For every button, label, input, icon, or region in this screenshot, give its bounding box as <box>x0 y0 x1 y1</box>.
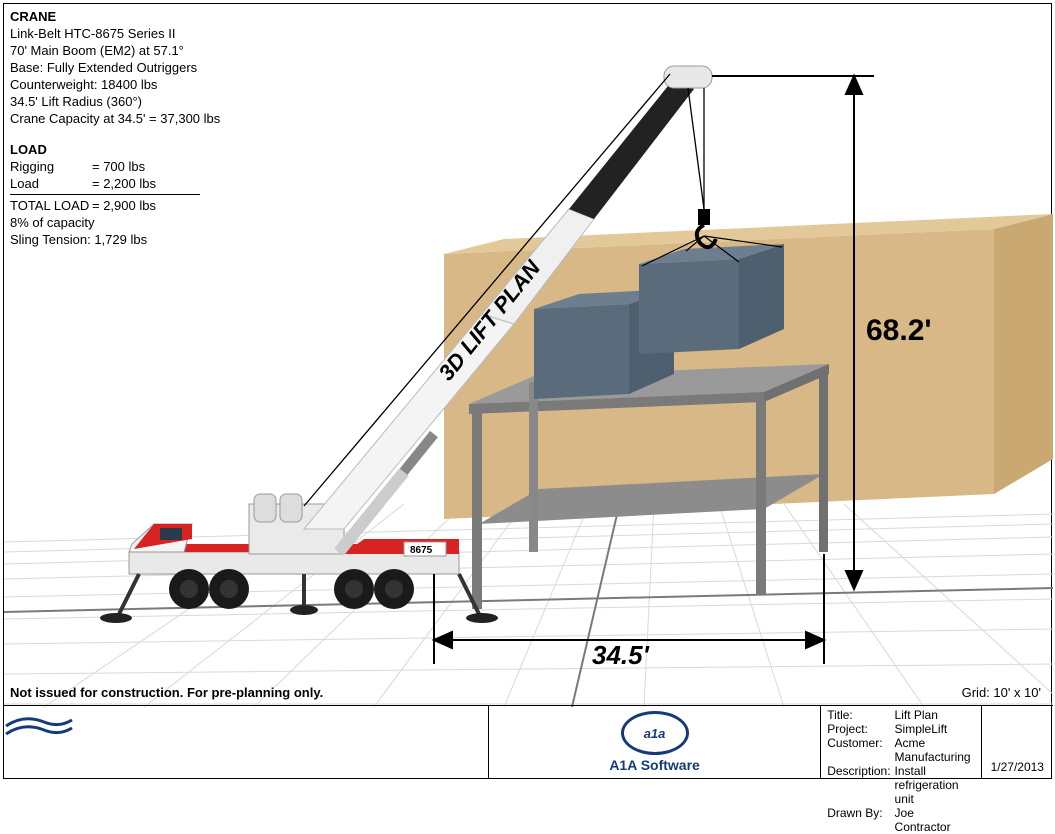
crane-base: Base: Fully Extended Outriggers <box>10 59 220 76</box>
crane-header: CRANE <box>10 8 220 25</box>
dim-horizontal-label: 34.5' <box>592 640 649 671</box>
title-block: a1a A1A Software Title:Lift Plan Project… <box>4 705 1053 778</box>
crane-boom: 70' Main Boom (EM2) at 57.1° <box>10 42 220 59</box>
dim-vertical-label: 68.2' <box>866 314 932 348</box>
crane-counterweight: Counterweight: 18400 lbs <box>10 76 220 93</box>
tb-title: Lift Plan <box>895 708 975 722</box>
spec-block: CRANE Link-Belt HTC-8675 Series II 70' M… <box>10 8 220 248</box>
logo-mark: a1a <box>644 726 666 741</box>
disclaimer-text: Not issued for construction. For pre-pla… <box>10 685 323 700</box>
crane-model: Link-Belt HTC-8675 Series II <box>10 25 220 42</box>
tb-date: 1/27/2013 <box>982 706 1053 778</box>
load-sling: Sling Tension: 1,729 lbs <box>10 231 220 248</box>
logo-company: A1A Software <box>609 757 700 773</box>
crane-radius: 34.5' Lift Radius (360°) <box>10 93 220 110</box>
load-header: LOAD <box>10 141 220 158</box>
tb-description: Install refrigeration unit <box>895 764 975 806</box>
load-pct: 8% of capacity <box>10 214 220 231</box>
tb-drawnby: Joe Contractor <box>895 806 975 834</box>
grid-note: Grid: 10' x 10' <box>962 685 1041 700</box>
logo-cell: a1a A1A Software <box>489 706 821 778</box>
tb-customer: Acme Manufacturing <box>895 736 975 764</box>
titleblock-info: Title:Lift Plan Project:SimpleLift Custo… <box>821 706 981 778</box>
crane-truck <box>100 494 498 623</box>
load-box-lifted <box>639 244 784 354</box>
crane-capacity: Crane Capacity at 34.5' = 37,300 lbs <box>10 110 220 127</box>
truck-id: 8675 <box>410 545 433 556</box>
tb-project: SimpleLift <box>895 722 975 736</box>
